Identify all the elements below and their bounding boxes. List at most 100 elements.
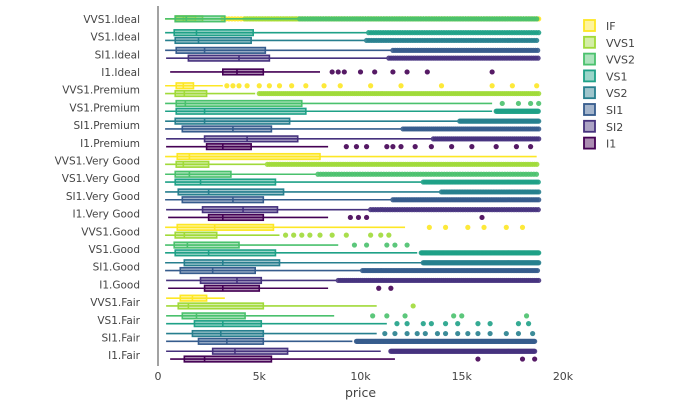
outlier-point	[244, 83, 250, 89]
outlier-point	[428, 321, 434, 327]
box-vvs2-vs1-very-good[interactable]	[165, 170, 540, 178]
outlier-point	[535, 108, 541, 114]
box-vvs2-vs1-fair[interactable]	[166, 312, 530, 320]
box-si1-si1-very-good[interactable]	[165, 196, 542, 204]
box-i1-i1-fair[interactable]	[170, 355, 538, 363]
box-si2-i1-premium[interactable]	[166, 135, 542, 143]
legend-item-i1[interactable]: I1	[583, 136, 616, 151]
box-si2-si1-ideal[interactable]	[166, 54, 541, 62]
box-vs1-vs1-premium[interactable]	[165, 107, 541, 115]
box-si2-i1-very-good[interactable]	[166, 206, 541, 214]
legend-item-if[interactable]: IF	[583, 19, 616, 33]
box-si2-i1-fair[interactable]	[166, 347, 538, 355]
box-vs2-si1-premium[interactable]	[165, 117, 542, 125]
outlier-point	[536, 277, 542, 284]
outlier-point	[230, 83, 236, 89]
outlier-point	[420, 321, 426, 327]
outlier-point	[515, 100, 522, 107]
box-vvs1-vvs1-fair[interactable]	[166, 302, 416, 310]
outlier-point	[412, 144, 418, 150]
box-si1-si1-ideal[interactable]	[165, 46, 541, 54]
outlier-point	[384, 144, 390, 150]
outlier-point	[499, 100, 505, 107]
outlier-point	[489, 69, 495, 75]
box-if-vvs1-very-good[interactable]	[165, 152, 537, 161]
y-tick-label: VS1.Premium	[69, 102, 140, 114]
legend-item-vs1[interactable]: VS1	[583, 69, 628, 83]
outlier-point	[404, 242, 410, 248]
outlier-point	[534, 267, 541, 274]
outlier-point	[355, 214, 362, 221]
box-vs1-vs1-good[interactable]	[165, 249, 542, 257]
x-tick-label: 10k	[350, 370, 371, 383]
outlier-point	[386, 232, 392, 238]
outlier-point	[449, 144, 455, 150]
outlier-point	[422, 330, 428, 337]
outlier-point	[347, 214, 353, 221]
outlier-point	[479, 214, 485, 221]
box-i1-i1-good[interactable]	[168, 284, 394, 292]
box-vvs1-vvs1-very-good[interactable]	[165, 160, 540, 168]
box-body	[175, 99, 303, 108]
box-body	[197, 337, 265, 345]
outlier-point	[372, 69, 378, 75]
box-body	[174, 178, 277, 186]
box-vs2-vs1-ideal[interactable]	[165, 36, 540, 45]
outlier-point	[390, 144, 396, 150]
outlier-point	[536, 118, 542, 124]
legend-item-vvs1[interactable]: VVS1	[583, 35, 635, 50]
outlier-point	[536, 250, 542, 256]
box-vvs1-vvs1-good[interactable]	[165, 231, 392, 239]
outlier-point	[534, 161, 540, 167]
box-vs1-vs1-fair[interactable]	[166, 320, 532, 328]
box-vvs2-vvs1-ideal[interactable]	[165, 15, 540, 23]
outlier-point	[382, 330, 388, 337]
legend-label: VVS2	[606, 54, 635, 67]
outlier-point	[236, 83, 242, 89]
legend-swatch	[583, 52, 596, 66]
outlier-point	[335, 69, 341, 75]
outlier-point	[317, 232, 323, 238]
outlier-point	[465, 330, 471, 337]
outlier-point	[329, 69, 335, 75]
box-if-vvs1-fair[interactable]	[166, 294, 225, 302]
box-vvs2-vs1-premium[interactable]	[165, 99, 542, 108]
outlier-point	[353, 144, 360, 150]
outlier-point	[351, 242, 358, 248]
box-i1-i1-premium[interactable]	[166, 143, 534, 151]
box-si1-si1-fair[interactable]	[166, 337, 538, 345]
legend[interactable]: IF VVS1 VVS2 VS1 VS2 SI1 SI2 I1	[583, 19, 635, 151]
outlier-point	[503, 224, 509, 230]
outlier-point	[523, 313, 530, 319]
box-vs2-si1-fair[interactable]	[166, 329, 536, 338]
legend-item-vvs2[interactable]: VVS2	[583, 52, 635, 67]
box-vs1-vs1-very-good[interactable]	[165, 178, 541, 186]
legend-item-si1[interactable]: SI1	[583, 103, 623, 117]
box-vs2-si1-good[interactable]	[165, 259, 542, 267]
box-if-vvs1-good[interactable]	[165, 223, 526, 231]
x-tick-label: 15k	[452, 370, 473, 383]
box-i1-i1-very-good[interactable]	[168, 213, 485, 222]
legend-item-vs2[interactable]: VS2	[583, 86, 628, 100]
box-vvs1-vvs1-premium[interactable]	[165, 89, 542, 98]
box-i1-i1-ideal[interactable]	[170, 68, 495, 76]
outlier-point	[536, 90, 542, 97]
box-vvs2-vs1-good[interactable]	[165, 241, 410, 249]
box-if-vvs1-premium[interactable]	[165, 82, 540, 90]
outlier-point	[289, 83, 295, 89]
box-vs2-si1-very-good[interactable]	[165, 188, 542, 196]
y-tick-label: SI1.Fair	[101, 332, 140, 344]
box-body	[177, 188, 285, 196]
box-body	[203, 135, 299, 143]
box-vs1-vs1-ideal[interactable]	[165, 29, 542, 37]
box-body	[179, 266, 256, 275]
y-tick-label: VVS1.Premium	[62, 85, 140, 97]
box-si1-si1-premium[interactable]	[165, 125, 542, 133]
box-body	[174, 249, 277, 257]
box-si1-si1-good[interactable]	[165, 266, 541, 275]
legend-item-si2[interactable]: SI2	[583, 119, 623, 134]
box-si2-i1-good[interactable]	[166, 276, 542, 285]
box-body	[175, 160, 210, 168]
outlier-point	[493, 144, 499, 150]
